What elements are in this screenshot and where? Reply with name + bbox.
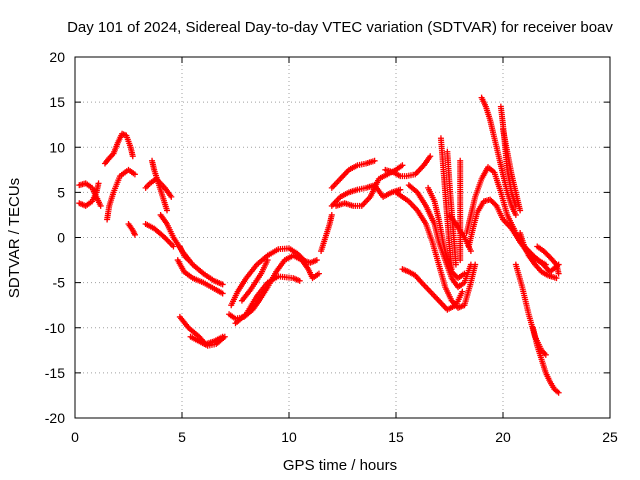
y-tick-label: -10 [45, 320, 65, 336]
data-series-arc-h [142, 220, 177, 250]
data-point [448, 266, 455, 273]
data-series-arc-k [176, 243, 192, 264]
data-point [95, 180, 102, 187]
data-point [457, 257, 464, 264]
data-point [131, 231, 138, 238]
data-point [185, 257, 192, 264]
y-tick-label: -20 [45, 410, 65, 426]
data-series-arc-e [125, 220, 138, 238]
y-tick-label: 0 [57, 230, 65, 246]
data-series-arc-d [101, 130, 136, 167]
y-tick-label: 5 [57, 184, 65, 200]
data-point [131, 171, 138, 178]
data-series-arc-aa [437, 135, 455, 273]
data-point [555, 389, 562, 396]
x-tick-label: 25 [602, 429, 618, 445]
data-series-arc-w [382, 153, 434, 180]
data-point [168, 193, 175, 200]
data-point [313, 257, 320, 264]
x-axis-label: GPS time / hours [283, 457, 397, 474]
data-point [542, 351, 549, 358]
grid-layer [75, 57, 610, 418]
y-tick-label: -5 [53, 275, 66, 291]
data-series-arc-j [174, 257, 226, 297]
data-point [461, 270, 468, 277]
data-point [97, 202, 104, 209]
y-tick-label: 10 [49, 139, 65, 155]
data-series-arc-s [318, 211, 335, 255]
data-series-arc-ad [399, 266, 466, 313]
data-point [555, 270, 562, 277]
data-series-arc-ao [529, 324, 562, 396]
data-point [467, 248, 474, 255]
data-series-arc-x [393, 189, 479, 311]
data-point [459, 288, 466, 295]
x-tick-label: 5 [178, 429, 186, 445]
data-series-arc-m [187, 333, 228, 349]
data-layer [76, 94, 562, 396]
data-point [397, 186, 404, 193]
data-series-arc-o [228, 245, 307, 309]
data-point [399, 162, 406, 169]
data-point [129, 153, 136, 160]
data-point [164, 207, 171, 214]
data-point [467, 261, 474, 268]
y-tick-label: 15 [49, 94, 65, 110]
data-point [553, 275, 560, 282]
data-point [517, 207, 524, 214]
data-point [296, 277, 303, 284]
data-series-arc-t [328, 157, 378, 191]
data-series-arc-ab [444, 148, 459, 268]
data-point [315, 270, 322, 277]
data-point [512, 211, 519, 218]
data-series-arc-p [232, 273, 303, 327]
data-series-arc-g [149, 157, 171, 214]
data-series-arc-am [534, 243, 562, 277]
data-point [221, 333, 228, 340]
data-series-arc-r [298, 257, 322, 282]
data-point [219, 281, 226, 288]
data-point [452, 261, 459, 268]
data-series-arc-ac [457, 157, 464, 264]
tick-layer: 0 5 10 15 20 25 -20 -15 -10 -5 0 5 10 15 20 [45, 49, 618, 445]
data-series-arc-c [104, 166, 138, 223]
data-point [492, 201, 499, 208]
data-point [170, 243, 177, 250]
y-tick-label: -15 [45, 365, 65, 381]
data-series-arc-b [76, 180, 102, 209]
data-series-arc-a [76, 180, 104, 209]
x-tick-label: 20 [495, 429, 511, 445]
data-point [219, 290, 226, 297]
data-series-arc-an [512, 261, 549, 358]
data-series-arc-z [425, 184, 468, 282]
y-axis-label: SDTVAR / TECUs [6, 178, 23, 298]
chart-title: Day 101 of 2024, Sidereal Day-to-day VTE… [67, 19, 613, 36]
data-point [371, 157, 378, 164]
data-series-arc-aj [500, 126, 524, 214]
data-point [264, 257, 271, 264]
x-tick-label: 15 [388, 429, 404, 445]
x-tick-label: 10 [281, 429, 297, 445]
y-tick-label: 20 [49, 49, 65, 65]
data-series-arc-v [333, 162, 406, 209]
x-tick-label: 0 [71, 429, 79, 445]
data-series-arc-q [238, 257, 271, 304]
data-point [427, 153, 434, 160]
data-series-arc-ae [446, 211, 474, 255]
data-point [164, 237, 171, 244]
data-point [328, 211, 335, 218]
